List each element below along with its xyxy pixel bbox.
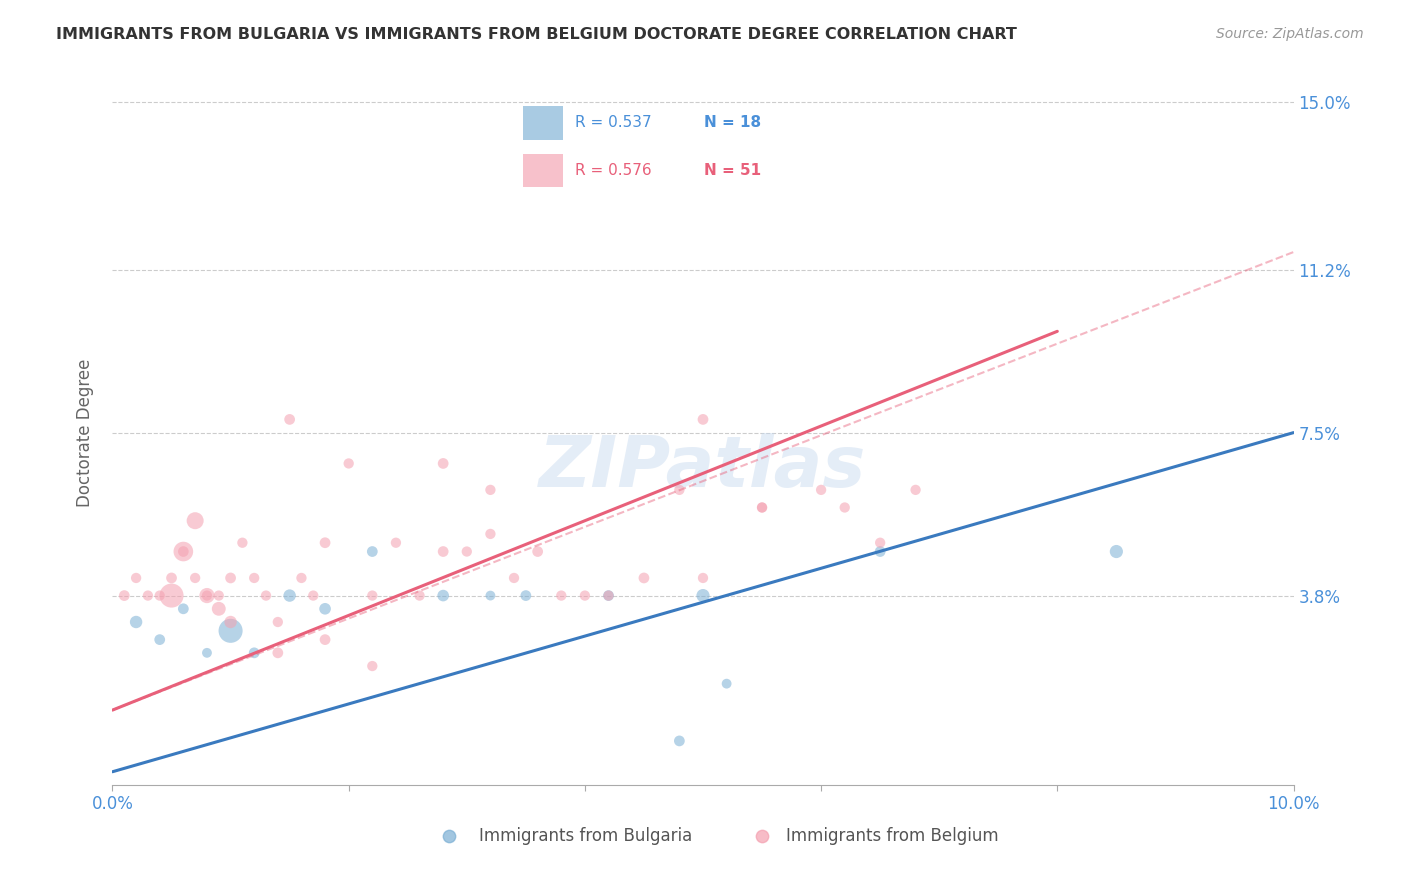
Point — [149, 589, 172, 603]
Point — [112, 589, 135, 603]
Point — [314, 632, 336, 647]
Point — [290, 571, 312, 585]
Point — [195, 646, 218, 660]
Point — [172, 601, 194, 615]
Point — [337, 457, 360, 471]
Point — [456, 544, 478, 558]
Point — [267, 646, 290, 660]
Point — [834, 500, 856, 515]
Point — [219, 624, 242, 638]
Point — [692, 571, 714, 585]
Point — [751, 500, 773, 515]
Point — [479, 527, 502, 541]
Point — [219, 571, 242, 585]
Point — [361, 659, 384, 673]
Point — [810, 483, 832, 497]
Text: Immigrants from Belgium: Immigrants from Belgium — [786, 827, 998, 845]
Point — [136, 589, 159, 603]
Point — [125, 615, 148, 629]
Point — [479, 483, 502, 497]
Point — [550, 589, 572, 603]
Point — [432, 457, 454, 471]
Point — [278, 589, 301, 603]
Point — [633, 571, 655, 585]
Point — [195, 589, 218, 603]
Point — [278, 412, 301, 426]
Point — [408, 589, 430, 603]
Text: Immigrants from Bulgaria: Immigrants from Bulgaria — [478, 827, 692, 845]
Point — [432, 589, 454, 603]
Point — [149, 632, 172, 647]
Point — [904, 483, 927, 497]
Text: ZIPatlas: ZIPatlas — [540, 434, 866, 502]
Point — [160, 571, 183, 585]
Point — [314, 601, 336, 615]
Point — [503, 571, 526, 585]
Point — [195, 589, 218, 603]
Point — [432, 544, 454, 558]
Point — [361, 544, 384, 558]
Point — [526, 544, 548, 558]
Point — [668, 483, 690, 497]
Text: Source: ZipAtlas.com: Source: ZipAtlas.com — [1216, 27, 1364, 41]
Point — [716, 676, 738, 690]
Y-axis label: Doctorate Degree: Doctorate Degree — [76, 359, 94, 507]
Point — [172, 544, 194, 558]
Point — [692, 412, 714, 426]
Point — [668, 734, 690, 748]
Point — [184, 571, 207, 585]
Point — [574, 589, 596, 603]
Point — [869, 544, 891, 558]
Point — [751, 500, 773, 515]
Point — [598, 589, 620, 603]
Point — [1105, 544, 1128, 558]
Text: IMMIGRANTS FROM BULGARIA VS IMMIGRANTS FROM BELGIUM DOCTORATE DEGREE CORRELATION: IMMIGRANTS FROM BULGARIA VS IMMIGRANTS F… — [56, 27, 1017, 42]
Point — [479, 589, 502, 603]
Point — [219, 615, 242, 629]
Point — [243, 646, 266, 660]
Point — [515, 589, 537, 603]
Point — [172, 544, 194, 558]
Point — [208, 589, 231, 603]
Point — [692, 589, 714, 603]
Point — [598, 589, 620, 603]
Point — [314, 535, 336, 549]
Point — [267, 615, 290, 629]
Point — [231, 535, 253, 549]
Point — [302, 589, 325, 603]
Point — [208, 601, 231, 615]
Point — [254, 589, 277, 603]
Point — [125, 571, 148, 585]
Point — [869, 535, 891, 549]
Point — [385, 535, 408, 549]
Point — [243, 571, 266, 585]
Point — [361, 589, 384, 603]
Point — [160, 589, 183, 603]
Point — [184, 514, 207, 528]
